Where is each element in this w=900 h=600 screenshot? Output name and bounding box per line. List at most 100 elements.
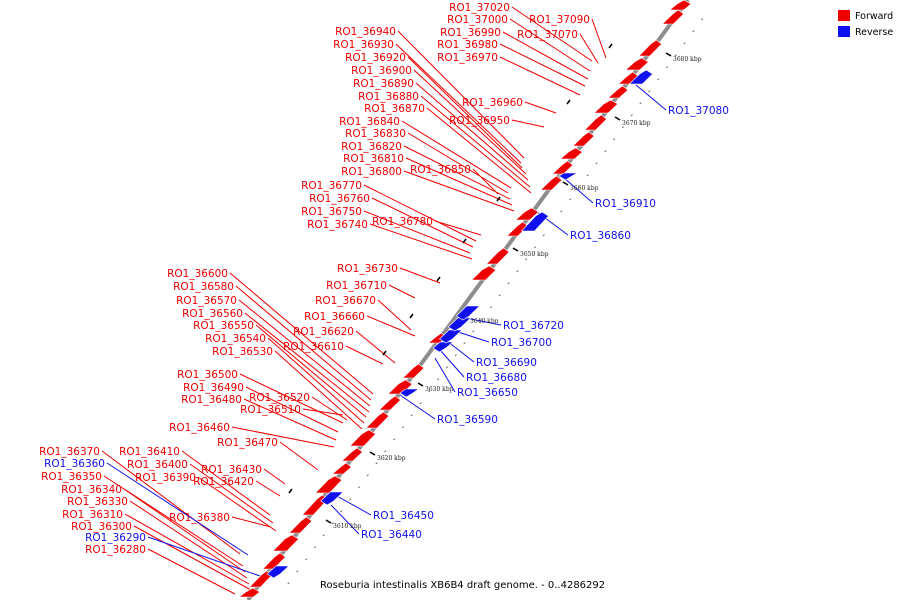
- label-leader-line: [371, 197, 474, 248]
- gene-label-ro1-37080: RO1_37080: [668, 105, 729, 117]
- scale-tick-mark: [665, 52, 672, 57]
- scale-minor-tick: [621, 126, 625, 129]
- label-leader-line: [244, 312, 370, 413]
- scale-minor-tick: [384, 450, 387, 453]
- scale-minor-tick: [604, 150, 607, 153]
- label-leader-line: [454, 330, 490, 343]
- scale-minor-tick: [516, 270, 519, 273]
- scale-minor-tick: [454, 354, 457, 357]
- scale-minor-tick: [322, 534, 325, 537]
- scale-minor-tick: [349, 498, 352, 501]
- forward-gene-feature: [288, 516, 313, 534]
- scale-minor-tick: [683, 42, 686, 45]
- gene-label-ro1-36700: RO1_36700: [491, 337, 552, 349]
- forward-gene-feature: [572, 131, 595, 147]
- gene-label-ro1-36920: RO1_36920: [345, 52, 406, 64]
- scale-ticks: 3610 kbp 3620 kbp 3630 kbp 3640 kbp 3650 kbp…: [287, 18, 704, 585]
- scale-minor-tick: [533, 246, 537, 249]
- label-leader-line: [363, 184, 477, 242]
- forward-gene-feature: [638, 39, 663, 57]
- label-leader-line: [235, 285, 372, 401]
- gene-label-ro1-36680: RO1_36680: [466, 372, 527, 384]
- label-leader-line: [413, 69, 527, 175]
- label-leader-line: [302, 408, 344, 416]
- gene-label-ro1-36870: RO1_36870: [364, 103, 425, 115]
- gene-label-ro1-36980: RO1_36980: [437, 39, 498, 51]
- label-leader-line: [502, 31, 589, 80]
- gene-label-ro1-36880: RO1_36880: [358, 91, 419, 103]
- label-leader-line: [123, 488, 246, 573]
- forward-gene-feature: [551, 160, 574, 175]
- gene-label-ro1-36500: RO1_36500: [177, 369, 238, 381]
- gene-label-ro1-36400: RO1_36400: [127, 459, 188, 471]
- scale-minor-tick: [692, 30, 695, 33]
- gene-label-ro1-36620: RO1_36620: [293, 326, 354, 338]
- scale-minor-tick: [472, 330, 475, 333]
- gene-label-ro1-36710: RO1_36710: [326, 280, 387, 292]
- label-leader-line: [399, 394, 436, 420]
- gene-marker-dash: [566, 99, 571, 105]
- label-leader-line: [245, 386, 339, 433]
- label-leader-line: [532, 208, 569, 236]
- scale-tick-label: 3680 kbp: [673, 56, 702, 63]
- forward-gene-feature: [402, 363, 425, 379]
- gene-label-ro1-36460: RO1_36460: [169, 422, 230, 434]
- scale-tick-mark: [417, 382, 424, 387]
- reverse-gene-feature: [628, 69, 654, 85]
- forward-gene-feature: [238, 587, 261, 598]
- label-leader-line: [147, 548, 236, 595]
- scale-tick-label: 3630 kbp: [425, 386, 454, 393]
- gene-label-ro1-37000: RO1_37000: [447, 14, 508, 26]
- label-leader-line: [399, 267, 441, 284]
- scale-tick-label: 3610 kbp: [333, 523, 362, 530]
- gene-label-ro1-36760: RO1_36760: [309, 193, 370, 205]
- reverse-gene-feature: [520, 211, 550, 232]
- label-leader-line: [439, 349, 465, 378]
- scale-minor-tick: [419, 402, 422, 405]
- scale-tick-mark: [512, 247, 519, 252]
- label-leader-line: [405, 157, 513, 206]
- gene-label-ro1-36810: RO1_36810: [343, 153, 404, 165]
- reverse-gene-feature: [320, 491, 344, 506]
- gene-label-ro1-36300: RO1_36300: [71, 521, 132, 533]
- gene-label-ro1-36330: RO1_36330: [67, 496, 128, 508]
- forward-gene-feature: [272, 534, 300, 552]
- scale-minor-tick: [674, 54, 677, 57]
- gene-label-ro1-36660: RO1_36660: [304, 311, 365, 323]
- gene-label-ro1-36590: RO1_36590: [437, 414, 498, 426]
- gene-marker-dash: [608, 43, 613, 49]
- gene-label-ro1-36950: RO1_36950: [449, 115, 510, 127]
- gene-label-ro1-36780: RO1_36780: [372, 216, 433, 228]
- label-leader-line: [397, 30, 525, 159]
- gene-label-ro1-36550: RO1_36550: [193, 320, 254, 332]
- gene-label-ro1-36340: RO1_36340: [61, 484, 122, 496]
- gene-label-ro1-36430: RO1_36430: [201, 464, 262, 476]
- forward-gene-feature: [624, 57, 649, 71]
- scale-minor-tick: [586, 174, 589, 177]
- forward-gene-feature: [349, 429, 377, 447]
- forward-gene-feature: [470, 265, 497, 281]
- scale-minor-tick: [375, 462, 378, 465]
- gene-label-ro1-37090: RO1_37090: [529, 14, 590, 26]
- gene-label-ro1-36740: RO1_36740: [307, 219, 368, 231]
- forward-gene-feature: [262, 552, 286, 570]
- scale-minor-tick: [366, 474, 369, 477]
- label-leader-line: [407, 132, 509, 194]
- label-leader-line: [124, 513, 250, 585]
- scale-minor-tick: [665, 66, 669, 69]
- gene-label-ro1-36360: RO1_36360: [44, 458, 105, 470]
- scale-minor-tick: [613, 138, 616, 141]
- gene-label-ro1-36510: RO1_36510: [240, 404, 301, 416]
- reverse-gene-feature: [432, 341, 455, 353]
- label-leader-line: [274, 350, 363, 430]
- gene-label-ro1-36770: RO1_36770: [301, 180, 362, 192]
- gene-label-ro1-36970: RO1_36970: [437, 52, 498, 64]
- gene-label-ro1-37070: RO1_37070: [517, 29, 578, 41]
- scale-minor-tick: [525, 258, 528, 261]
- gene-label-ro1-36610: RO1_36610: [283, 341, 344, 353]
- label-leader-line: [403, 170, 515, 212]
- gene-label-ro1-37020: RO1_37020: [449, 2, 510, 14]
- gene-label-ro1-36750: RO1_36750: [301, 206, 362, 218]
- gene-label-ro1-36690: RO1_36690: [476, 357, 537, 369]
